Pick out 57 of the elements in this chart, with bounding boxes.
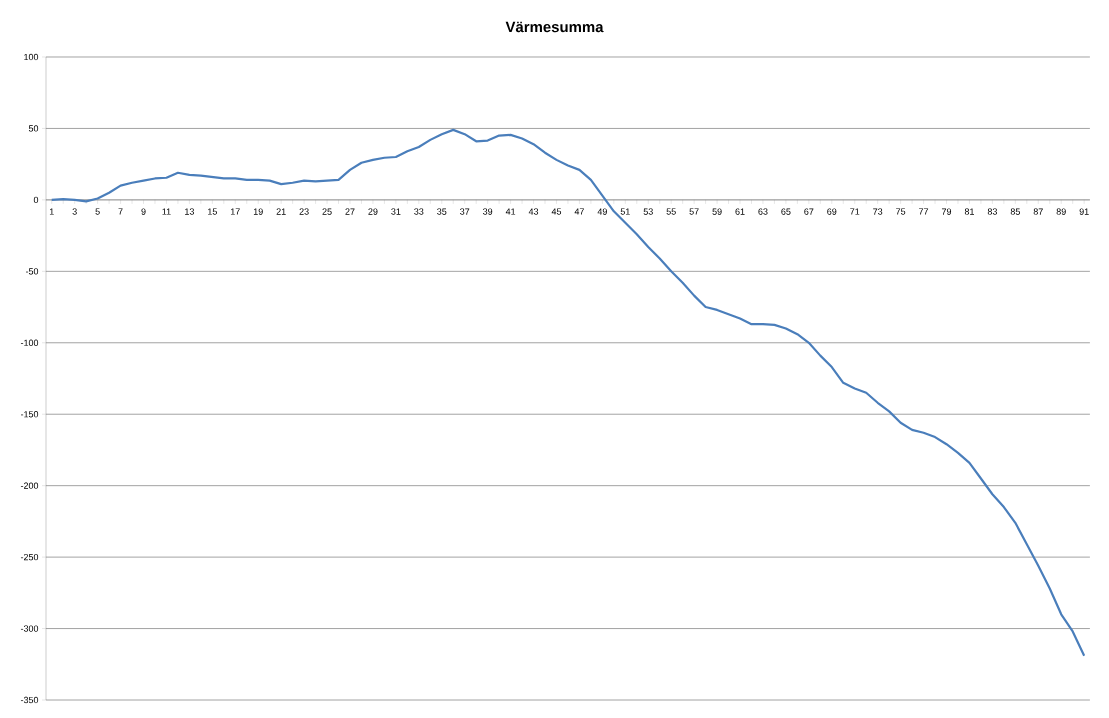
x-tick-label: 43 bbox=[528, 208, 539, 215]
x-tick-label: 65 bbox=[781, 208, 791, 215]
y-tick-label: -50 bbox=[25, 268, 39, 275]
x-tick-label: 87 bbox=[1033, 208, 1043, 215]
x-tick-label: 27 bbox=[345, 208, 355, 215]
x-tick-label: 17 bbox=[230, 208, 240, 215]
y-tick-label: -250 bbox=[20, 553, 39, 561]
x-tick-label: 79 bbox=[941, 208, 952, 215]
x-tick-label: 75 bbox=[896, 208, 906, 215]
x-tick-label: 67 bbox=[804, 208, 814, 215]
x-tick-label: 9 bbox=[141, 208, 146, 215]
x-tick-label: 33 bbox=[414, 208, 424, 215]
y-tick-label: -150 bbox=[20, 411, 39, 418]
x-tick-label: 21 bbox=[276, 208, 286, 215]
x-tick-label: 45 bbox=[551, 208, 562, 215]
x-tick-label: 15 bbox=[208, 208, 217, 215]
x-tick-label: 37 bbox=[460, 208, 470, 215]
chart-title: Värmesumma bbox=[505, 21, 604, 33]
y-tick-label: 50 bbox=[28, 125, 39, 132]
x-tick-label: 35 bbox=[437, 208, 447, 215]
x-tick-label: 77 bbox=[919, 208, 929, 215]
x-tick-label: 51 bbox=[620, 208, 630, 215]
x-tick-label: 53 bbox=[643, 208, 653, 215]
x-tick-label: 81 bbox=[964, 208, 974, 215]
x-tick-label: 19 bbox=[253, 208, 263, 215]
x-tick-label: 25 bbox=[322, 208, 332, 215]
y-tick-label: 0 bbox=[33, 196, 39, 204]
x-tick-label: 23 bbox=[299, 208, 309, 215]
x-tick-label: 69 bbox=[827, 208, 837, 215]
x-tick-label: 71 bbox=[850, 208, 860, 215]
y-tick-label: -350 bbox=[20, 696, 39, 704]
x-tick-label: 73 bbox=[873, 208, 883, 215]
x-tick-label: 61 bbox=[735, 208, 745, 215]
y-tick-label: -300 bbox=[20, 625, 39, 632]
x-tick-label: 85 bbox=[1010, 208, 1020, 215]
x-tick-label: 63 bbox=[758, 208, 768, 215]
x-tick-label: 5 bbox=[95, 208, 100, 215]
x-tick-label: 1 bbox=[49, 208, 54, 215]
x-tick-label: 55 bbox=[666, 208, 676, 215]
x-tick-label: 11 bbox=[162, 208, 171, 215]
x-tick-label: 49 bbox=[597, 208, 607, 215]
y-tick-label: 100 bbox=[24, 53, 39, 61]
x-tick-label: 89 bbox=[1056, 208, 1066, 215]
y-tick-label: -100 bbox=[20, 339, 39, 346]
y-tick-label: -200 bbox=[20, 482, 39, 489]
x-tick-label: 31 bbox=[391, 208, 401, 215]
x-tick-label: 29 bbox=[368, 208, 378, 215]
x-tick-label: 91 bbox=[1079, 208, 1089, 215]
x-tick-label: 3 bbox=[72, 208, 77, 215]
x-tick-label: 39 bbox=[483, 208, 493, 215]
x-tick-label: 47 bbox=[574, 208, 584, 215]
x-tick-label: 59 bbox=[712, 208, 722, 215]
x-tick-label: 7 bbox=[118, 208, 123, 215]
x-tick-label: 57 bbox=[689, 208, 699, 215]
x-tick-label: 13 bbox=[185, 208, 194, 215]
x-tick-label: 41 bbox=[505, 208, 516, 215]
x-tick-label: 83 bbox=[987, 208, 997, 215]
